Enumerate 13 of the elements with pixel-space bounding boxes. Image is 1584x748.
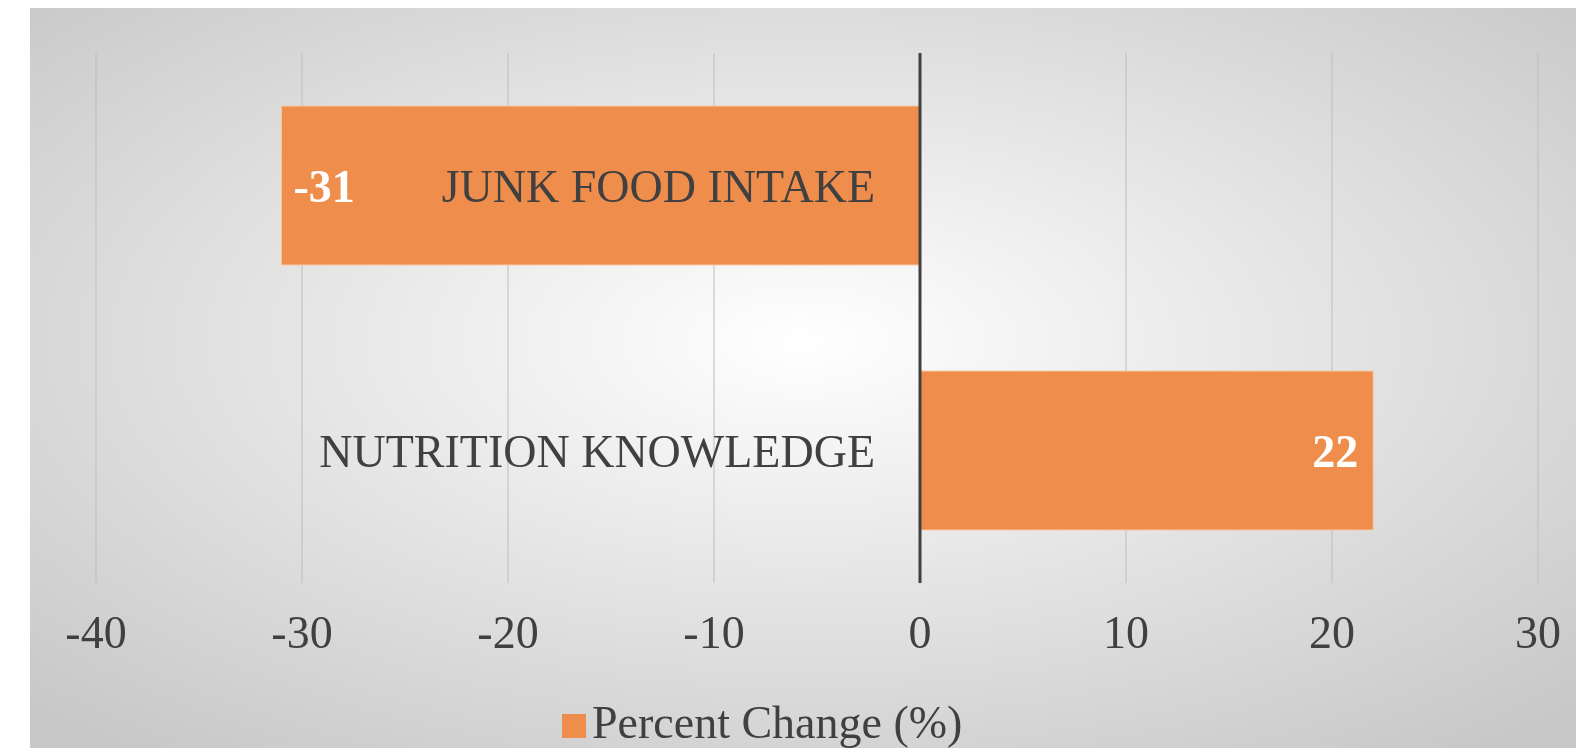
x-tick-label: 0	[908, 607, 932, 658]
x-tick-label: -20	[477, 607, 539, 658]
x-tick-label: 20	[1309, 607, 1355, 658]
x-tick-label: 30	[1515, 607, 1561, 658]
data-label: -31	[293, 160, 355, 212]
x-tick-label: -30	[271, 607, 333, 658]
data-label: 22	[1312, 425, 1359, 477]
x-tick-label: -40	[65, 607, 127, 658]
text: Percent Change (%)	[592, 697, 963, 748]
y-tick-label: NUTRITION KNOWLEDGE	[319, 425, 875, 477]
x-tick-label: 10	[1103, 607, 1149, 658]
x-tick-label: -10	[683, 607, 745, 658]
y-tick-label: JUNK FOOD INTAKE	[441, 160, 875, 212]
